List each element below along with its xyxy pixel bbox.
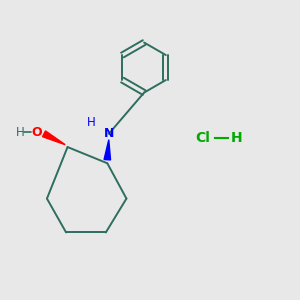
Text: H: H (231, 131, 243, 145)
Text: N: N (103, 127, 114, 140)
Text: Cl: Cl (196, 131, 210, 145)
Text: H: H (87, 116, 95, 128)
Polygon shape (104, 140, 110, 160)
Text: O: O (31, 126, 42, 139)
Polygon shape (43, 131, 65, 145)
Text: H: H (16, 126, 25, 139)
